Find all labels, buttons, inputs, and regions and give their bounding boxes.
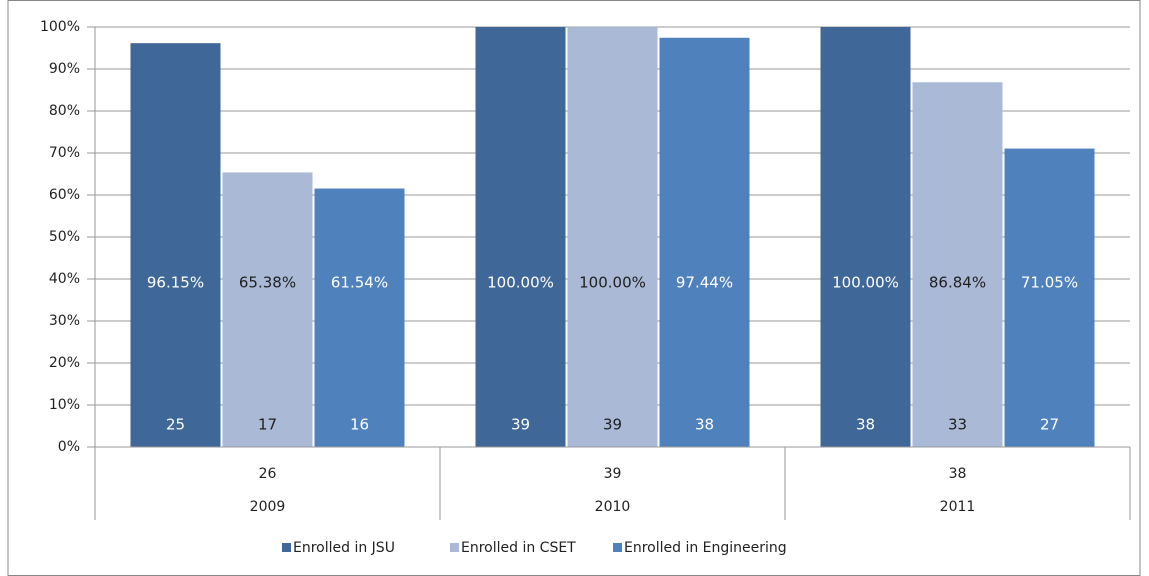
legend-swatch: [282, 543, 291, 552]
count-label: 39: [603, 416, 622, 434]
value-label: 86.84%: [929, 274, 986, 292]
bar: [912, 82, 1003, 447]
x-tick-label: 2010: [595, 499, 631, 515]
bar: [659, 37, 750, 447]
legend-label: Enrolled in Engineering: [624, 540, 787, 556]
value-label: 96.15%: [147, 274, 204, 292]
value-label: 100.00%: [832, 274, 899, 292]
y-tick-label: 70%: [49, 145, 80, 161]
count-label: 17: [258, 416, 277, 434]
count-label: 27: [1040, 416, 1059, 434]
bar: [1004, 148, 1095, 447]
y-tick-label: 100%: [40, 19, 80, 35]
bar: [567, 27, 658, 447]
y-tick-label: 20%: [49, 355, 80, 371]
legend-swatch: [450, 543, 459, 552]
y-tick-label: 10%: [49, 397, 80, 413]
bar: [820, 27, 911, 447]
count-label: 38: [856, 416, 875, 434]
count-label: 39: [511, 416, 530, 434]
value-label: 97.44%: [676, 274, 733, 292]
legend-label: Enrolled in JSU: [293, 540, 395, 556]
value-label: 61.54%: [331, 274, 388, 292]
x-total-label: 39: [604, 466, 622, 482]
value-label: 71.05%: [1021, 274, 1078, 292]
x-tick-label: 2011: [940, 499, 976, 515]
bar: [475, 27, 566, 447]
y-tick-label: 30%: [49, 313, 80, 329]
y-tick-label: 0%: [58, 439, 80, 455]
y-tick-label: 60%: [49, 187, 80, 203]
value-label: 100.00%: [579, 274, 646, 292]
bar: [314, 188, 405, 448]
y-tick-label: 40%: [49, 271, 80, 287]
value-label: 65.38%: [239, 274, 296, 292]
legend-label: Enrolled in CSET: [461, 540, 576, 556]
x-total-label: 38: [949, 466, 967, 482]
y-tick-label: 80%: [49, 103, 80, 119]
count-label: 16: [350, 416, 369, 434]
y-tick-label: 50%: [49, 229, 80, 245]
count-label: 38: [695, 416, 714, 434]
bar: [222, 172, 313, 448]
x-tick-label: 2009: [250, 499, 286, 515]
count-label: 33: [948, 416, 967, 434]
x-total-label: 26: [259, 466, 277, 482]
y-tick-label: 90%: [49, 61, 80, 77]
count-label: 25: [166, 416, 185, 434]
legend-swatch: [613, 543, 622, 552]
value-label: 100.00%: [487, 274, 554, 292]
bar: [130, 43, 221, 448]
